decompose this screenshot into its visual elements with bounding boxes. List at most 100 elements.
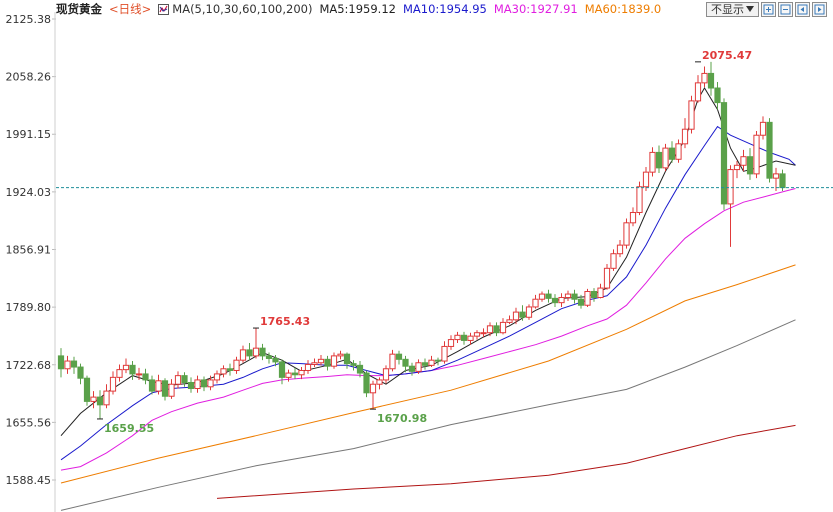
previous-button[interactable]: [795, 1, 810, 17]
candle-body: [434, 359, 442, 362]
candle-body: [577, 298, 585, 306]
hide-label: 不显示: [711, 3, 744, 16]
candle: [304, 360, 312, 374]
candle: [207, 375, 214, 391]
zoom-out-button[interactable]: [778, 1, 793, 17]
candle-body: [766, 121, 773, 179]
candle-body: [181, 375, 188, 384]
candle-body: [428, 359, 435, 366]
candle: [395, 350, 403, 365]
candle: [298, 367, 305, 380]
next-button[interactable]: [812, 1, 827, 17]
candle: [460, 331, 468, 345]
candle-body: [636, 186, 643, 214]
candle-body: [148, 379, 156, 392]
candle-body: [707, 72, 715, 89]
candle: [434, 357, 442, 366]
candle: [642, 167, 650, 192]
candle: [519, 305, 526, 321]
candle: [135, 367, 143, 380]
period-selector[interactable]: <日线>: [109, 2, 152, 16]
candle-body: [493, 325, 500, 334]
candle: [727, 165, 734, 247]
candle: [363, 370, 370, 398]
candle-body: [122, 364, 130, 371]
candle-body: [187, 382, 195, 390]
candle-body: [317, 358, 325, 364]
candle: [356, 361, 364, 378]
candle-body: [259, 347, 266, 357]
y-tick-label: 1991.15: [6, 128, 52, 141]
candle-body: [395, 353, 403, 360]
candle: [285, 369, 292, 382]
candle: [441, 341, 448, 364]
candle: [194, 375, 201, 393]
candle-body: [746, 156, 754, 175]
ma-settings-icon[interactable]: [158, 3, 170, 15]
candle: [122, 358, 130, 374]
candle-body: [155, 380, 162, 392]
candle-body: [779, 173, 786, 189]
candle-body: [720, 102, 728, 205]
candle-body: [265, 355, 273, 359]
candle: [129, 361, 136, 380]
candle: [720, 98, 728, 210]
candle: [213, 370, 221, 384]
candle: [603, 264, 611, 290]
zoom-in-button[interactable]: [761, 1, 776, 17]
candle: [70, 356, 78, 374]
chart-header: 现货黄金 <日线> MA(5,10,30,60,100,200) MA5:195…: [56, 0, 696, 18]
candle: [428, 355, 435, 368]
candle-body: [564, 293, 572, 299]
annotation-high-label: 2075.47: [702, 49, 752, 62]
candle-body: [142, 373, 149, 381]
candle: [246, 343, 253, 361]
price-annotations: 1765.43 1659.55 1670.98 2075.47: [97, 49, 752, 435]
candle-body: [109, 376, 117, 392]
candle-body: [629, 212, 637, 224]
candle: [668, 141, 676, 163]
candle-body: [473, 332, 481, 337]
candle-body: [200, 379, 208, 388]
candle-body: [135, 373, 143, 376]
candle-body: [545, 293, 552, 299]
candle-body: [116, 369, 123, 378]
candle-body: [64, 360, 71, 370]
candle-body: [486, 325, 494, 334]
annotation-low-label: 1670.98: [377, 412, 427, 425]
candle-body: [616, 244, 624, 255]
candle-body: [168, 383, 175, 397]
candle-body: [324, 358, 331, 367]
candle-body: [506, 319, 513, 323]
candle-body: [590, 290, 598, 299]
candle: [161, 378, 169, 401]
candle: [486, 322, 494, 337]
candle-body: [83, 377, 91, 402]
y-tick-label: 2125.38: [6, 13, 52, 26]
y-tick-label: 2058.26: [6, 71, 52, 84]
candle: [688, 95, 695, 134]
candle: [187, 377, 195, 393]
candle-body: [447, 339, 455, 347]
candle-body: [649, 151, 656, 173]
candle-body: [603, 267, 611, 289]
candle-body: [246, 349, 253, 357]
candle: [629, 207, 637, 227]
candle: [577, 294, 585, 309]
annotation-high-label: 1765.43: [260, 315, 310, 328]
candle: [636, 181, 643, 216]
candle-body: [343, 353, 351, 365]
candle: [733, 160, 741, 179]
ma60-line: [60, 264, 796, 484]
candle: [512, 307, 520, 325]
candle: [103, 384, 110, 409]
candle-body: [311, 362, 318, 365]
hide-dropdown[interactable]: 不显示: [706, 1, 759, 17]
candle-body: [610, 253, 617, 269]
candle-body: [571, 293, 578, 300]
candle-body: [772, 173, 780, 179]
candle: [382, 365, 390, 384]
candle-body: [642, 171, 650, 188]
ma60-value: MA60:1839.0: [584, 2, 662, 16]
